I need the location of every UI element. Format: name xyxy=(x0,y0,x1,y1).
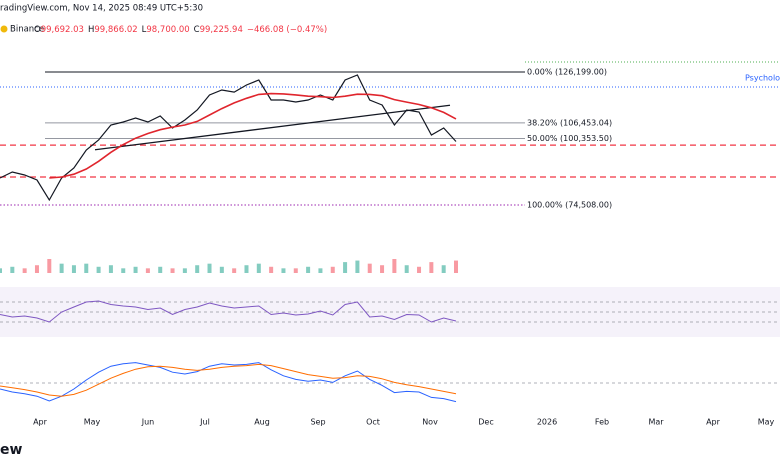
volume-bar xyxy=(108,265,113,273)
ohlc-key: C xyxy=(194,25,200,35)
logo: ew xyxy=(0,442,22,458)
volume-bar xyxy=(454,260,458,273)
ohlc-value: 99,225.94 xyxy=(200,25,243,35)
volume-bar xyxy=(145,268,150,273)
psychological-label: Psycholo xyxy=(745,73,780,82)
x-tick-label: Apr xyxy=(706,418,721,427)
volume-bar xyxy=(429,262,434,273)
fib-label: 50.00% (100,353.50) xyxy=(527,134,612,143)
exchange-icon xyxy=(0,25,8,33)
volume-bar xyxy=(10,266,15,273)
ohlc-value: 99,866.02 xyxy=(94,25,137,35)
volume-bar xyxy=(404,265,409,273)
x-tick-label: Mar xyxy=(648,418,664,427)
volume-bar xyxy=(158,266,163,273)
volume-bar xyxy=(182,268,187,273)
ohlc-key: H xyxy=(88,25,94,35)
ohlc-key: L xyxy=(142,25,147,35)
x-tick-label: Feb xyxy=(595,418,609,427)
x-tick-label: Oct xyxy=(366,418,380,427)
source: radingView.com, Nov 14, 2025 08:49 UTC+5… xyxy=(0,4,203,14)
volume-bar xyxy=(195,265,200,273)
volume-bar xyxy=(47,259,52,273)
volume-bar xyxy=(343,262,348,273)
x-tick-label: Dec xyxy=(478,418,493,427)
volume-bar xyxy=(392,259,397,273)
fib-label: 0.00% (126,199.00) xyxy=(527,68,607,77)
rsi-line xyxy=(0,300,457,323)
ohlc: O99,692.03 H99,866.02 L98,700.00 C99,225.94… xyxy=(34,25,327,35)
trendline xyxy=(94,104,451,151)
volume-bar xyxy=(281,268,286,273)
x-tick-label: May xyxy=(758,418,775,427)
volume-bar xyxy=(170,268,175,273)
volume-bar xyxy=(441,265,446,273)
ohlc-key: O xyxy=(34,25,41,35)
volume-bar xyxy=(244,265,249,273)
volume-bar xyxy=(355,260,360,273)
x-tick-label: Jul xyxy=(199,418,210,427)
volume-bar xyxy=(84,263,89,273)
volume-bar xyxy=(256,263,261,273)
volume-bar xyxy=(417,266,422,273)
volume-bar xyxy=(367,263,372,273)
signal-line xyxy=(0,363,457,397)
volume-bar xyxy=(330,266,335,273)
volume-bar xyxy=(380,265,385,273)
macd-line xyxy=(0,362,457,403)
x-tick-label: Sep xyxy=(310,418,325,427)
fib-label: 38.20% (106,453.04) xyxy=(527,118,612,127)
volume-bar xyxy=(0,268,2,273)
volume-bar xyxy=(121,268,126,273)
volume-bar xyxy=(59,263,64,273)
volume-bar xyxy=(22,268,27,273)
volume-bar xyxy=(232,268,237,273)
volume-bar xyxy=(293,268,298,273)
x-tick-label: 2026 xyxy=(537,418,557,427)
ohlc-value: 98,700.00 xyxy=(146,25,189,35)
x-tick-label: May xyxy=(84,418,101,427)
x-tick-label: Nov xyxy=(422,418,438,427)
volume-bar xyxy=(318,268,323,273)
x-tick-label: Apr xyxy=(33,418,48,427)
fib-label: 100.00% (74,508.00) xyxy=(527,201,612,210)
moving-average xyxy=(49,92,457,179)
change: −466.08 (−0.47%) xyxy=(247,25,327,35)
exchange: Binance xyxy=(10,25,44,35)
volume-bar xyxy=(133,266,138,273)
volume-bar xyxy=(207,263,212,273)
volume-bar xyxy=(71,265,76,273)
ohlc-value: 99,692.03 xyxy=(41,25,84,35)
x-tick-label: Jun xyxy=(141,418,155,427)
x-tick-label: Aug xyxy=(254,418,270,427)
volume-bar xyxy=(306,266,311,273)
volume-bar xyxy=(96,266,101,273)
volume-bar xyxy=(269,266,274,273)
volume-bar xyxy=(34,265,39,273)
price-line xyxy=(0,74,457,202)
volume-bar xyxy=(219,266,224,273)
